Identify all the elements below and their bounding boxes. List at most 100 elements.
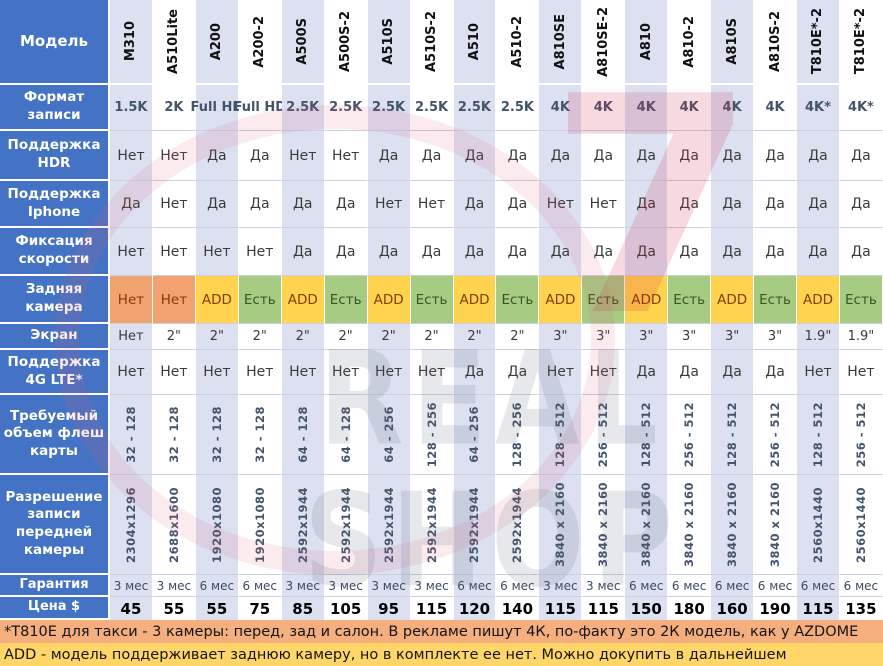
- cell-iphone: Да: [797, 181, 840, 228]
- cell-value: 4K: [765, 100, 785, 115]
- cell-price: 190: [754, 597, 797, 620]
- cell-value: 2.5K: [329, 100, 363, 115]
- model-header: T810E*-2: [839, 0, 883, 85]
- model-name: A810SE-2: [595, 6, 611, 77]
- cell-format: 2K: [152, 85, 196, 131]
- cell-value: Да: [507, 364, 528, 380]
- cell-screen: 1.9": [839, 324, 883, 350]
- cell-resolution: 2304x1296: [110, 475, 153, 575]
- cell-warranty: 3 мес: [367, 575, 411, 597]
- cell-value: Нет: [117, 147, 145, 164]
- cell-value: 75: [249, 599, 271, 618]
- cell-value: 128 - 512: [553, 401, 568, 468]
- cell-value: Нет: [160, 291, 188, 308]
- cell-resolution: 3840 x 2160: [625, 475, 669, 575]
- cell-value: Нет: [117, 243, 145, 260]
- cell-value: 2560x1440: [853, 486, 868, 563]
- cell-speed: Нет: [152, 228, 196, 276]
- cell-lte: Да: [453, 350, 497, 395]
- cell-value: Нет: [160, 364, 188, 380]
- cell-value: Нет: [246, 243, 274, 260]
- cell-screen: 3": [582, 324, 626, 350]
- cell-price: 55: [195, 597, 239, 620]
- cell-value: 6 мес: [500, 578, 535, 593]
- cell-lte: Нет: [238, 350, 282, 395]
- cell-value: 4K: [722, 100, 742, 115]
- cell-value: 2592x1944: [424, 486, 439, 563]
- cell-lte: Нет: [839, 350, 883, 395]
- cell-value: 1.9": [804, 329, 832, 344]
- cell-value: Да: [722, 196, 742, 212]
- cell-value: 64 - 256: [381, 406, 396, 463]
- footnotes: *Т810Е для такси - 3 камеры: перед, зад …: [0, 620, 883, 666]
- row-label-resolution: Разрешение записи передней камеры: [0, 475, 110, 575]
- cell-flash: 128 - 512: [711, 395, 755, 475]
- cell-value: 128 - 512: [725, 401, 740, 468]
- cell-iphone: Нет: [410, 181, 454, 228]
- cell-rear: ADD: [711, 276, 755, 324]
- cell-format: 2.5K: [281, 85, 325, 131]
- cell-value: 1.5K: [114, 100, 148, 115]
- cell-resolution: 2592x1944: [324, 475, 368, 575]
- cell-value: 115: [415, 599, 448, 618]
- model-header: A810: [625, 0, 669, 85]
- cell-format: 1.5K: [110, 85, 153, 131]
- cell-value: 55: [206, 599, 228, 618]
- cell-rear: Есть: [668, 276, 712, 324]
- cell-speed: Да: [496, 228, 540, 276]
- cell-speed: Нет: [238, 228, 282, 276]
- model-header: A810S: [711, 0, 755, 85]
- cell-screen: 2": [453, 324, 497, 350]
- cell-value: Нет: [417, 196, 446, 212]
- cell-value: 4K: [679, 100, 699, 115]
- cell-value: Да: [722, 147, 742, 164]
- cell-value: Нет: [332, 147, 360, 164]
- cell-iphone: Да: [453, 181, 497, 228]
- cell-resolution: 1920x1080: [238, 475, 282, 575]
- cell-value: ADD: [459, 291, 490, 308]
- cell-screen: 2": [367, 324, 411, 350]
- cell-value: Да: [421, 147, 442, 164]
- cell-price: 120: [453, 597, 497, 620]
- model-header: T810E*-2: [797, 0, 840, 85]
- cell-value: Да: [378, 243, 399, 260]
- cell-warranty: 6 мес: [195, 575, 239, 597]
- cell-speed: Да: [410, 228, 454, 276]
- cell-iphone: Да: [324, 181, 368, 228]
- model-name: A810SE: [552, 13, 568, 70]
- cell-screen: 3": [711, 324, 755, 350]
- cell-value: Да: [507, 243, 528, 260]
- cell-value: 3840 x 2160: [596, 482, 611, 567]
- cell-value: 3840 x 2160: [682, 482, 697, 567]
- cell-value: Да: [335, 196, 356, 212]
- cell-rear: Нет: [110, 276, 153, 324]
- cell-value: Да: [808, 196, 828, 212]
- cell-value: Есть: [673, 291, 706, 308]
- cell-value: 85: [292, 599, 314, 618]
- cell-value: Да: [593, 147, 614, 164]
- cell-value: 2": [295, 329, 310, 344]
- cell-value: 6 мес: [757, 578, 793, 593]
- cell-value: 115: [802, 599, 834, 618]
- cell-hdr: Нет: [110, 131, 153, 181]
- cell-speed: Нет: [195, 228, 239, 276]
- row-label-lte: Поддержка 4G LTE*: [0, 350, 110, 395]
- cell-value: Да: [335, 243, 356, 260]
- row-warranty: Гарантия 3 мес 3 мес 6 мес 6 мес 3 мес 3 мес 3 …: [0, 575, 883, 597]
- cell-price: 140: [496, 597, 540, 620]
- cell-format: 4K: [668, 85, 712, 131]
- cell-value: Да: [679, 147, 699, 164]
- cell-value: Да: [207, 196, 227, 212]
- cell-format: Full HD: [191, 85, 243, 131]
- cell-value: ADD: [201, 291, 232, 308]
- row-screen: Экран Нет 2" 2" 2" 2" 2" 2" 2" 2" 2" 3" 3" 3" 3" 3" 3" 1.…: [0, 324, 883, 350]
- cell-value: Нет: [374, 364, 403, 380]
- cell-screen: 3": [539, 324, 583, 350]
- cell-price: 135: [839, 597, 883, 620]
- cell-value: Full HD: [233, 100, 287, 115]
- cell-value: Нет: [289, 364, 317, 380]
- cell-format: Full HD: [233, 85, 286, 131]
- cell-hdr: Да: [797, 131, 840, 181]
- cell-format: 4K: [711, 85, 755, 131]
- cell-rear: ADD: [195, 276, 239, 324]
